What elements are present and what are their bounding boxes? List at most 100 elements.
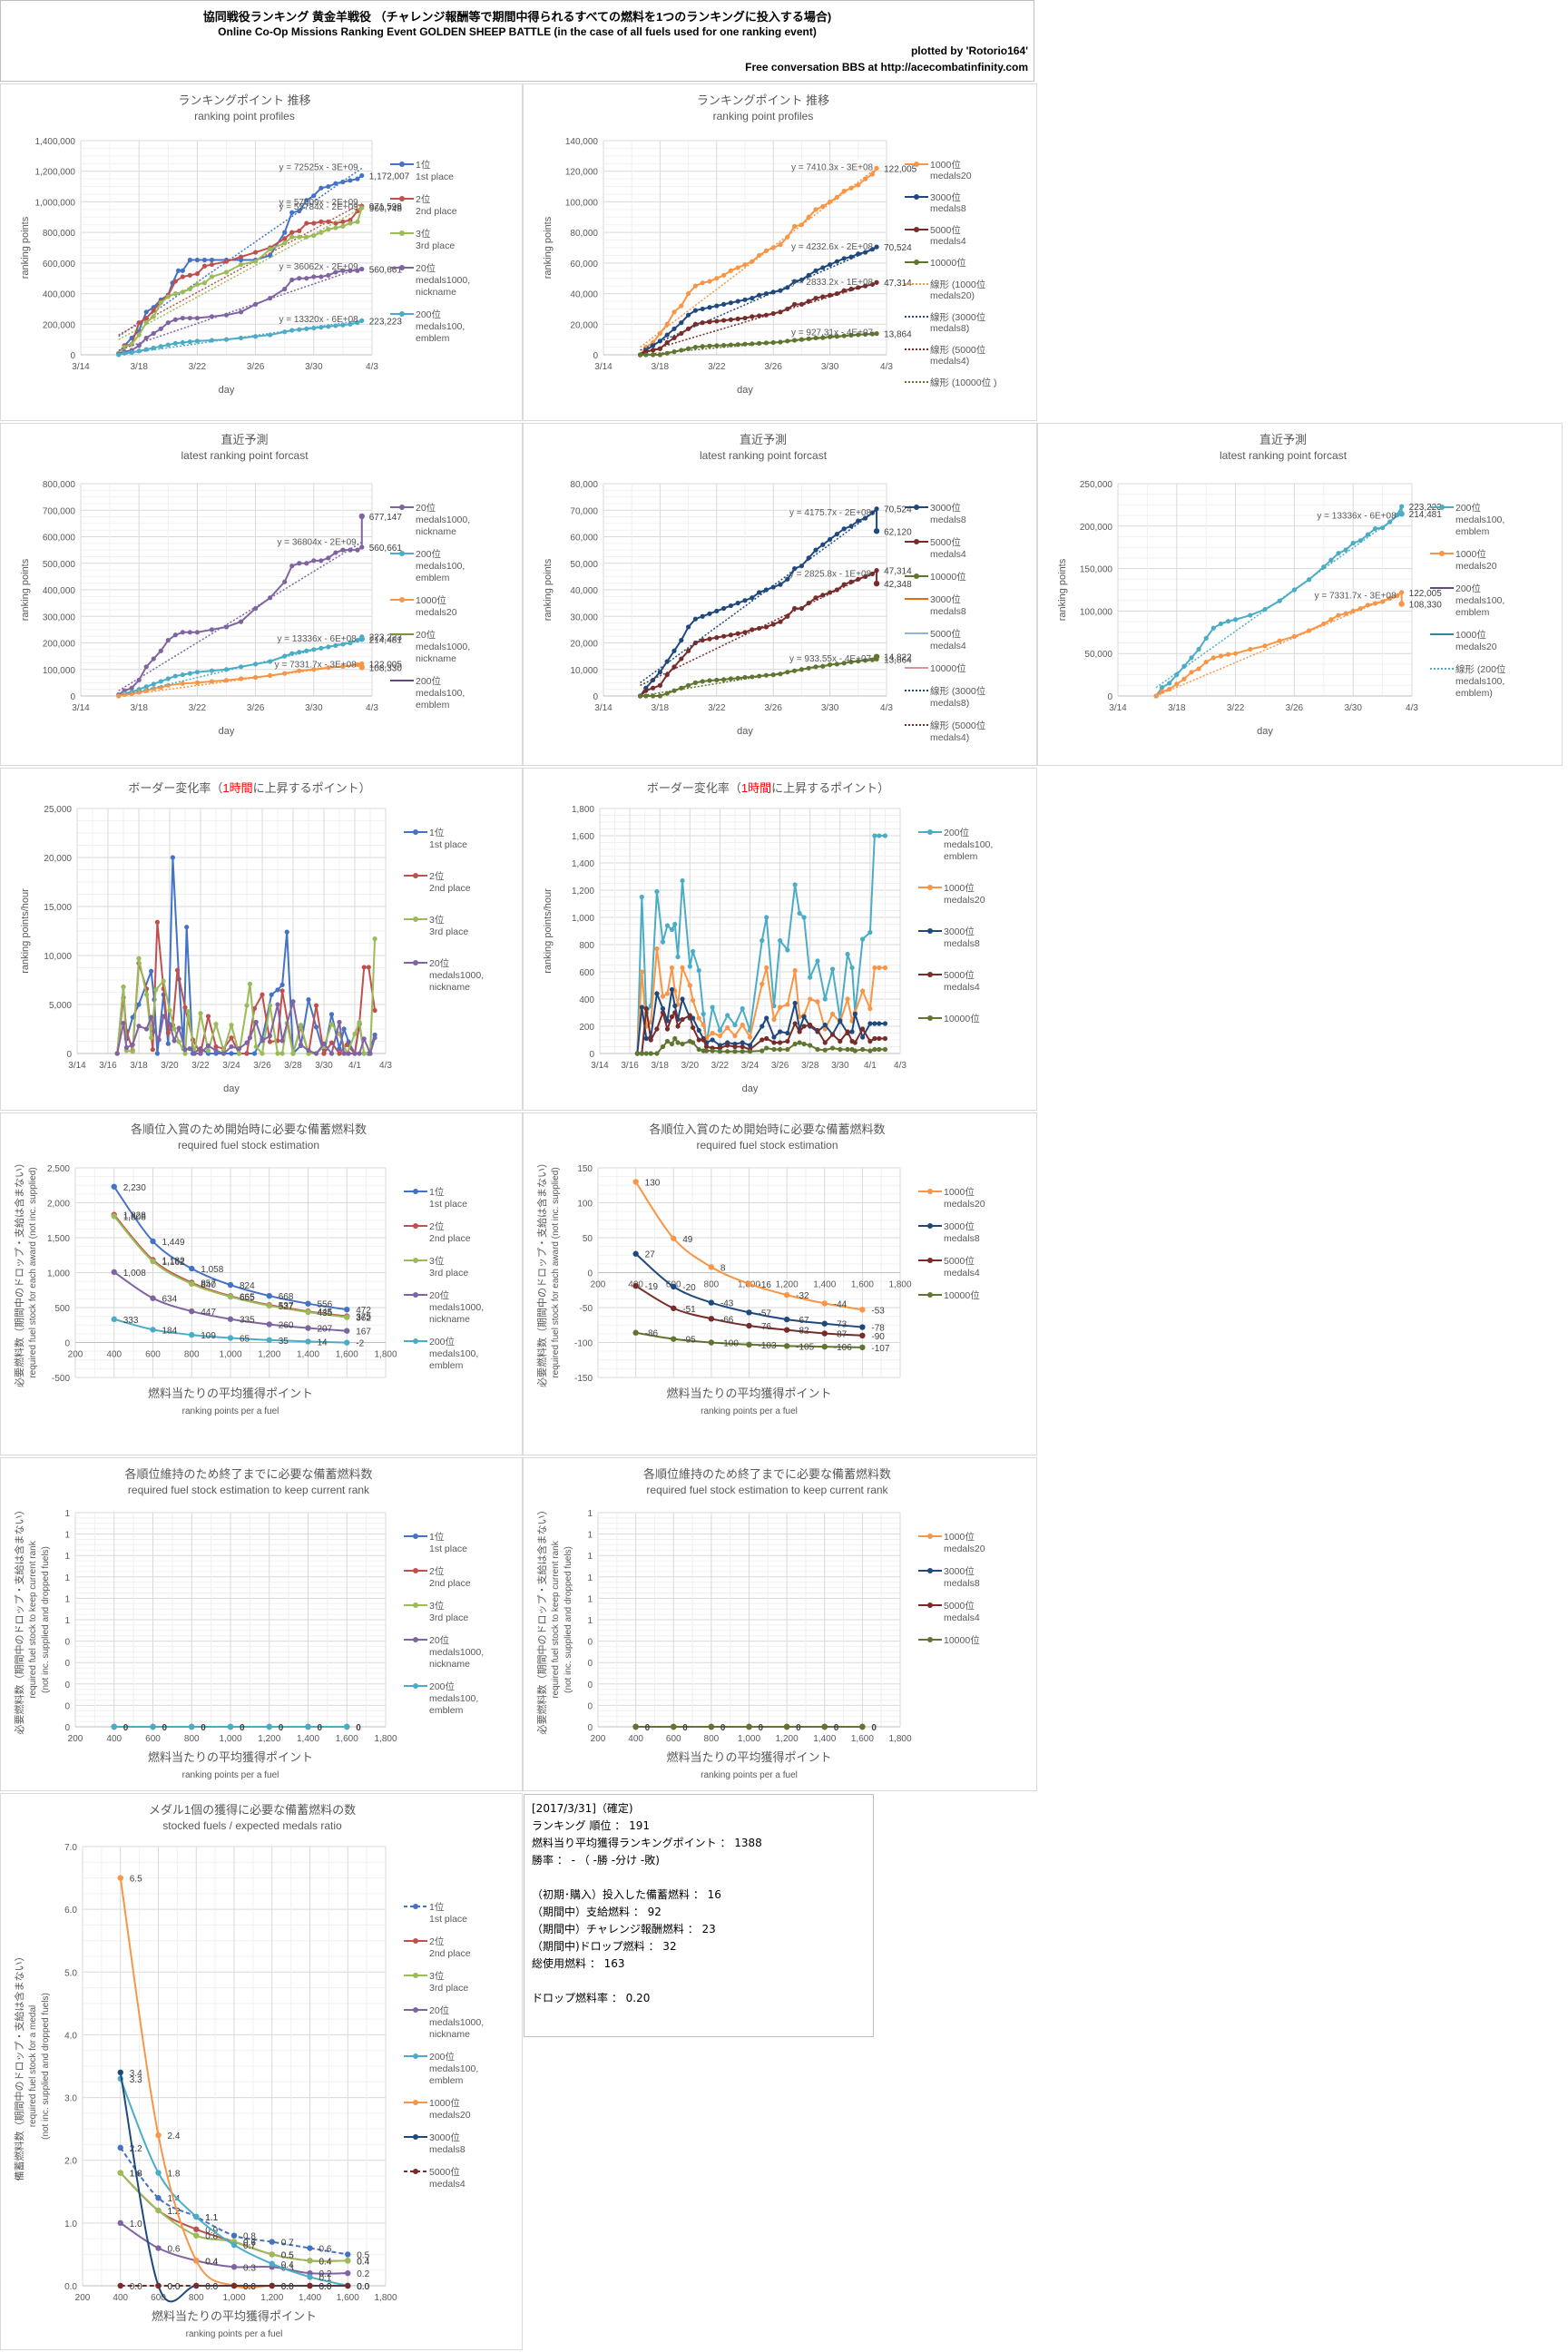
chart-title: ボーダー変化率（1時間に上昇するポイント） bbox=[128, 781, 370, 795]
data-label: 0.6 bbox=[168, 2245, 181, 2255]
forecast-point bbox=[1398, 601, 1405, 607]
x-tick-label: 3/18 bbox=[652, 703, 670, 713]
trend-line bbox=[118, 638, 362, 697]
data-point bbox=[700, 306, 705, 312]
data-point bbox=[193, 2282, 200, 2289]
legend-label: 線形 (5000位 bbox=[930, 720, 986, 731]
value-label: 108,330 bbox=[1409, 601, 1443, 611]
data-point bbox=[311, 232, 317, 239]
data-label: 335 bbox=[240, 1316, 255, 1326]
trend-equation: y = 927.31x - 4E+07 bbox=[791, 328, 874, 338]
data-point bbox=[828, 536, 833, 543]
data-point bbox=[326, 272, 331, 278]
data-point bbox=[191, 1051, 197, 1056]
data-point bbox=[150, 1723, 156, 1730]
data-point bbox=[664, 1026, 671, 1032]
data-point bbox=[282, 579, 288, 584]
data-point bbox=[725, 1013, 730, 1018]
legend-item: 10000位 bbox=[905, 257, 966, 269]
data-point bbox=[707, 636, 712, 642]
legend-label: nickname bbox=[416, 287, 456, 298]
x-axis-label: 燃料当たりの平均獲得ポイント bbox=[666, 1750, 831, 1764]
data-point bbox=[345, 2251, 351, 2258]
data-point bbox=[710, 1048, 715, 1054]
result-drop-rate: ドロップ燃料率 ： 0.20 bbox=[532, 1992, 651, 2004]
y-tick-label: 50,000 bbox=[570, 560, 598, 570]
data-point bbox=[820, 265, 826, 270]
data-point bbox=[867, 1048, 873, 1054]
legend-marker bbox=[914, 539, 919, 544]
data-point bbox=[707, 343, 712, 348]
y-tick-label: 200 bbox=[579, 1023, 594, 1033]
data-point bbox=[797, 910, 802, 916]
data-label: 0 bbox=[318, 1723, 323, 1733]
data-point bbox=[328, 1040, 335, 1045]
data-point bbox=[130, 1049, 135, 1054]
data-point bbox=[279, 988, 285, 994]
data-point bbox=[813, 595, 818, 601]
data-point bbox=[1336, 551, 1341, 556]
data-point bbox=[679, 637, 684, 643]
data-point bbox=[669, 1014, 675, 1020]
trend-line bbox=[640, 282, 877, 355]
x-tick-label: 600 bbox=[666, 1734, 681, 1744]
data-point bbox=[1203, 659, 1209, 665]
y-axis-label: (not inc. supplied and dropped fuels) bbox=[41, 1546, 51, 1693]
bbs-link[interactable]: Free conversation BBS at http://acecomba… bbox=[745, 61, 1028, 74]
data-label: -78 bbox=[871, 1324, 885, 1334]
data-point bbox=[290, 999, 296, 1004]
data-point bbox=[318, 558, 324, 564]
data-point bbox=[223, 337, 230, 342]
data-point bbox=[209, 679, 215, 684]
data-point bbox=[643, 352, 649, 358]
data-point bbox=[266, 1337, 272, 1344]
series-3位: 1,808 1,162 840 655 527 435 362 bbox=[111, 1212, 371, 1324]
chart-subtitle: required fuel stock estimation bbox=[178, 1139, 319, 1152]
legend-marker bbox=[413, 1189, 418, 1194]
data-point bbox=[867, 1021, 873, 1026]
data-label: 0.2 bbox=[357, 2269, 369, 2279]
data-point bbox=[326, 183, 331, 190]
legend-marker bbox=[927, 1602, 933, 1608]
data-point bbox=[1321, 564, 1327, 570]
legend-marker bbox=[413, 1534, 418, 1539]
value-label: 214,481 bbox=[369, 635, 403, 645]
data-point bbox=[703, 1044, 710, 1050]
data-point bbox=[785, 947, 790, 953]
legend-label: medals100, bbox=[1455, 676, 1504, 687]
data-point bbox=[151, 656, 156, 662]
y-axis-label: 必要燃料数（期間中のドロップ・支給は含まない） bbox=[13, 1505, 25, 1735]
data-point bbox=[692, 321, 698, 327]
legend-label: nickname bbox=[416, 653, 456, 664]
data-point bbox=[372, 1007, 377, 1014]
data-point bbox=[643, 688, 649, 693]
value-label: 13,864 bbox=[884, 655, 912, 665]
data-point bbox=[746, 1309, 752, 1316]
x-tick-label: 3/22 bbox=[711, 1061, 730, 1071]
data-point bbox=[877, 1046, 882, 1053]
data-label: -76 bbox=[759, 1322, 772, 1332]
chart-profiles-low: ランキングポイント 推移 ranking point profiles 0 20,00… bbox=[523, 83, 1037, 421]
x-tick-label: 1,800 bbox=[374, 1734, 397, 1744]
data-label: 0.0 bbox=[205, 2282, 218, 2292]
data-label: 0.0 bbox=[357, 2282, 369, 2292]
data-label: 3.4 bbox=[130, 2069, 142, 2079]
data-point bbox=[664, 332, 670, 338]
data-point bbox=[808, 1043, 813, 1048]
data-point bbox=[714, 276, 720, 281]
legend-marker bbox=[413, 2053, 418, 2059]
data-point bbox=[750, 314, 755, 319]
data-label: 0.5 bbox=[281, 2250, 294, 2260]
x-tick-label: 200 bbox=[75, 2293, 91, 2303]
data-point bbox=[763, 312, 769, 318]
data-point bbox=[180, 315, 185, 321]
chart-svg: 各順位維持のため終了までに必要な備蓄燃料数 required fuel stock… bbox=[13, 1467, 484, 1780]
data-point bbox=[707, 279, 712, 284]
data-point bbox=[742, 674, 748, 681]
legend-item: 10000位 bbox=[918, 1289, 980, 1301]
data-point bbox=[150, 1327, 156, 1333]
data-point bbox=[869, 172, 875, 177]
data-point bbox=[238, 261, 244, 268]
